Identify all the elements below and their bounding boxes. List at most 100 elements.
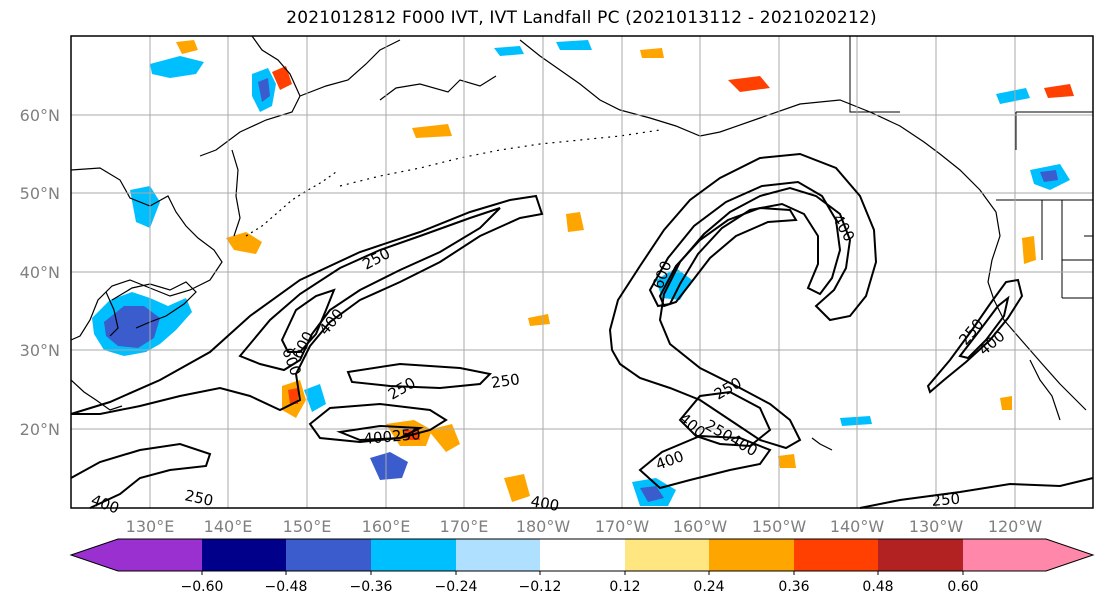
latitude-labels: 60°N 50°N 40°N 30°N 20°N [20, 106, 60, 439]
contour-250-hawaii [678, 390, 772, 448]
colorbar-tick-label: 0.36 [778, 579, 809, 595]
contour-250-west [70, 194, 544, 415]
alaska-canada-border [849, 36, 900, 113]
positive-patch-gulf-alaska [1044, 84, 1074, 98]
colorbar-tick-label: 0.60 [947, 579, 978, 595]
japan [111, 281, 197, 329]
colorbar-segment [71, 539, 202, 571]
negative-patch-hawaii-core [640, 486, 664, 502]
positive-patch-kamchatka [272, 66, 292, 90]
lon-label: 160°W [673, 517, 728, 536]
contour-label: 400 [529, 492, 560, 515]
positive-patch-hawaii-east [778, 454, 796, 468]
hawaii [811, 437, 833, 451]
negative-patch-kamchatka-core [258, 78, 270, 102]
lon-label: 130°W [909, 517, 964, 536]
colorbar-tick-label: −0.60 [181, 579, 224, 595]
positive-patch-baja [1000, 396, 1012, 410]
colorbar-segments [71, 539, 1093, 571]
colorbar-tick-labels: −0.60 −0.48 −0.36 −0.24 −0.12 0.12 0.24 … [181, 579, 979, 595]
ivt-contours [70, 152, 1094, 509]
positive-patch-dateline [428, 424, 460, 452]
lon-label: 120°W [988, 517, 1043, 536]
negative-patch-sub2 [840, 416, 872, 426]
lat-label: 50°N [20, 184, 60, 203]
lon-label: 130°E [126, 517, 175, 536]
colorbar-outline [69, 538, 1095, 572]
positive-patch-e-pac [640, 48, 664, 58]
colorbar-segment [709, 539, 794, 571]
colorbar-segment [456, 539, 540, 571]
contour-600-west [280, 288, 336, 353]
lon-label: 170°W [595, 517, 650, 536]
colorbar-segment [540, 539, 625, 571]
borders [849, 36, 1093, 299]
contour-400-coast [958, 295, 1010, 360]
colorbar: −0.60 −0.48 −0.36 −0.24 −0.12 0.12 0.24 … [69, 538, 1095, 595]
positive-patch-sea-of-okhotsk [176, 40, 198, 54]
asia-coast [70, 167, 223, 341]
lon-label: 140°W [830, 517, 885, 536]
colorbar-tick-label: −0.12 [519, 579, 562, 595]
lat-label: 20°N [20, 420, 60, 439]
contour-250-southeast [859, 477, 1094, 509]
colorbar-segment [794, 539, 878, 571]
lon-label: 140°E [204, 517, 253, 536]
alaska-south [719, 99, 997, 213]
positive-patch-japan-east-core [288, 388, 298, 404]
california-coast [1015, 333, 1087, 411]
coastlines [70, 35, 1087, 451]
contour-400-central [336, 424, 424, 442]
contour-250-coast [926, 278, 1024, 394]
negative-patch-manchuria [130, 186, 160, 228]
contour-label: 250 [931, 490, 961, 510]
lat-label: 30°N [20, 341, 60, 360]
kuril-islands [245, 171, 337, 237]
positive-patch-mid [566, 212, 584, 232]
map-title: 2021012812 F000 IVT, IVT Landfall PC (20… [286, 8, 877, 28]
positive-patch-east [728, 76, 770, 92]
contour-label: 250 [183, 486, 215, 510]
colorbar-segment [1046, 539, 1093, 571]
colorbar-tick-label: 0.24 [693, 579, 724, 595]
colorbar-segment [286, 539, 371, 571]
negative-patch-nw2 [556, 40, 592, 50]
colorbar-tick-label: 0.48 [862, 579, 893, 595]
contour-600-east [658, 206, 798, 308]
positive-patch-coast [1022, 236, 1036, 264]
colorbar-segment [963, 539, 1046, 571]
lon-label: 150°E [283, 517, 332, 536]
longitude-labels: 130°E 140°E 150°E 160°E 170°E 180°W 170°… [126, 517, 1043, 536]
contour-250-central [308, 402, 448, 444]
contour-400-east [648, 180, 842, 308]
colorbar-tick-label: 0.12 [609, 579, 640, 595]
contour-400-west [238, 207, 501, 372]
sakhalin [231, 149, 241, 237]
colorbar-segment [202, 539, 286, 571]
contour-label: 400250 [363, 425, 422, 448]
negative-patch-asia-north [150, 56, 204, 78]
positive-patch-aleutian [412, 124, 452, 138]
korea [105, 291, 119, 337]
lon-label: 160°E [362, 517, 411, 536]
china-coast [70, 379, 123, 411]
positive-patch-south [504, 474, 530, 502]
lat-label: 60°N [20, 106, 60, 125]
alaska-west [519, 39, 721, 137]
siberia-coast [299, 39, 401, 97]
contour-250-east [608, 152, 878, 450]
negative-patch-bc-core [1040, 170, 1058, 182]
negative-patch-sub1 [304, 384, 326, 412]
contour-250-mid [346, 362, 493, 390]
colorbar-ticks [201, 571, 964, 575]
bc-coast [987, 211, 1017, 335]
chukotka [379, 75, 497, 101]
colorbar-segment [371, 539, 456, 571]
contour-label: 250 [490, 370, 521, 392]
colorbar-segment [878, 539, 963, 571]
positive-patch-hokkaido [226, 232, 262, 254]
lon-label: 170°E [440, 517, 489, 536]
contour-250-southwest [70, 442, 212, 509]
negative-patch-japan-core [104, 306, 160, 348]
